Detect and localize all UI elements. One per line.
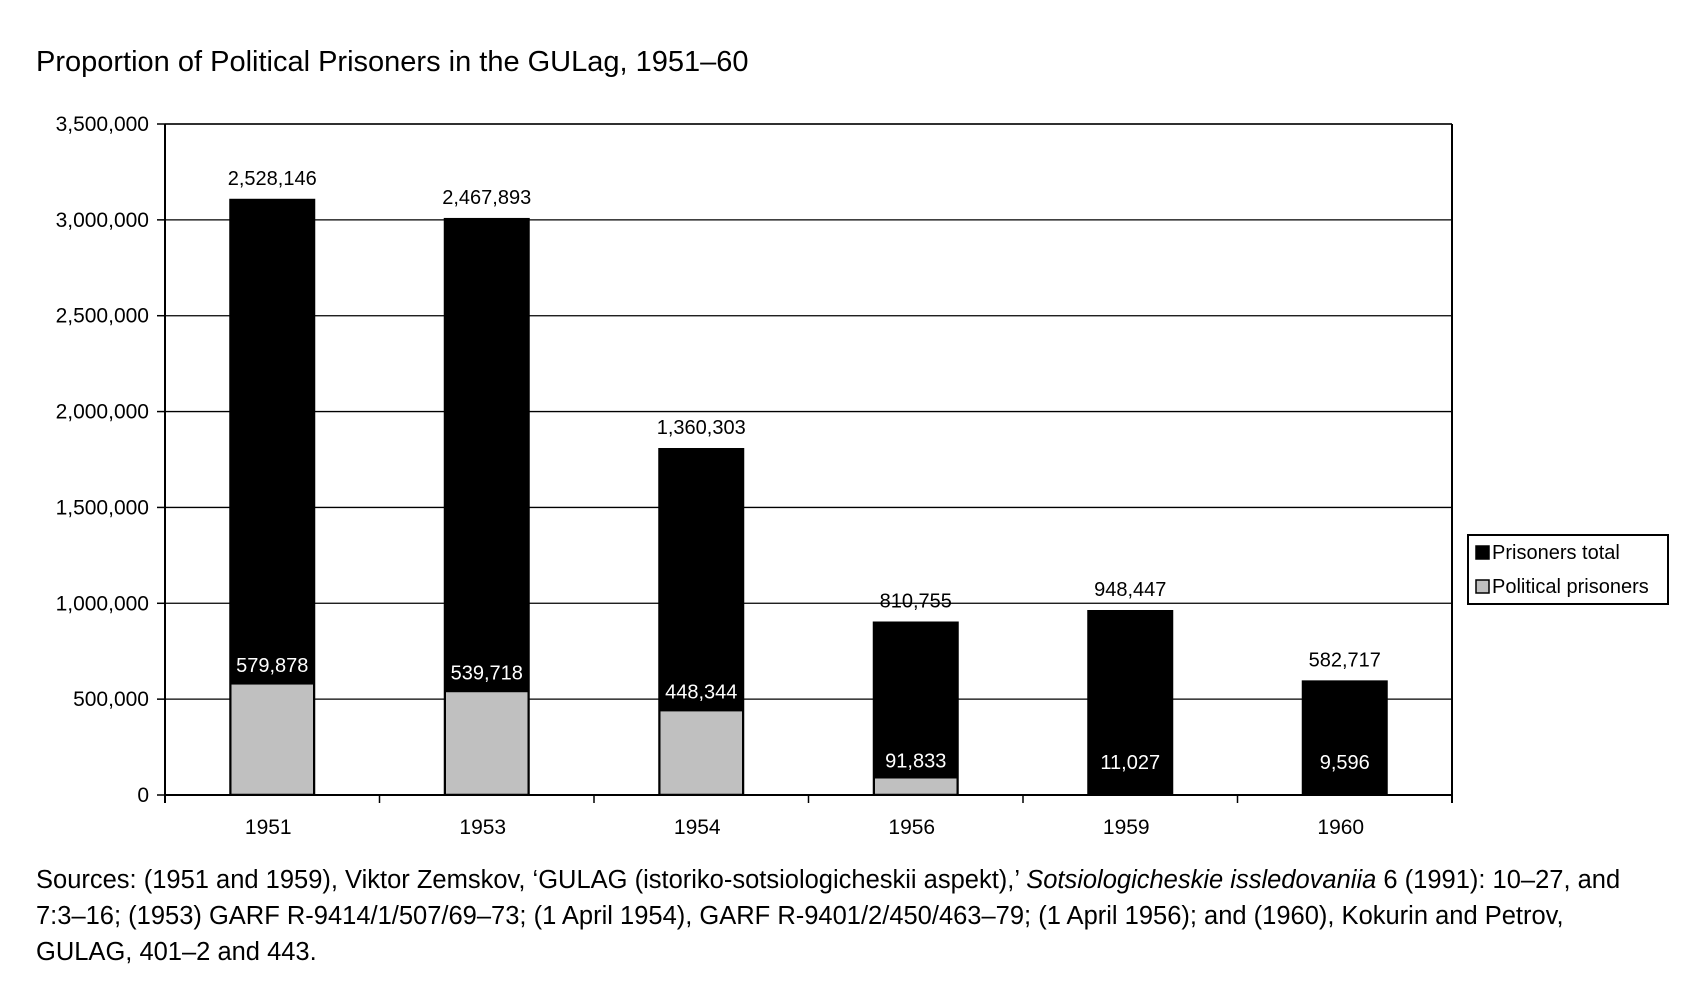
x-tick-label: 1953 [459,816,506,839]
x-tick-label: 1951 [245,816,292,839]
x-tick-label: 1956 [888,816,935,839]
value-label-total: 582,717 [1309,649,1381,671]
y-tick-label: 3,500,000 [56,113,149,136]
bar-political-prisoners [659,709,744,796]
bar-political-prisoners [444,690,529,796]
value-label-total: 2,467,893 [442,187,531,209]
legend-label-prisoners-total: Prisoners total [1492,542,1620,564]
value-label-total: 1,360,303 [657,417,746,439]
value-label-political: 448,344 [665,682,737,704]
y-tick-label: 1,500,000 [56,496,149,519]
x-tick-label: 1959 [1103,816,1150,839]
value-label-total: 2,528,146 [228,168,317,190]
value-labels: 2,528,146 579,878 2,467,893 539,718 1,360,30… [228,168,1381,774]
bar-prisoners-total [1301,680,1388,795]
bar-political-prisoners [873,776,958,796]
value-label-political: 11,027 [1100,752,1160,774]
value-label-total: 948,447 [1094,579,1166,601]
value-label-political: 539,718 [451,662,523,684]
bar-prisoners-total [1087,609,1174,795]
y-tick-label: 500,000 [73,688,149,711]
bar-chart: 1951 1953 1954 1956 1959 1960 0 500,000 1,000,00… [56,113,1669,839]
y-tick-label: 2,000,000 [56,401,149,424]
legend: Prisoners total Political prisoners [1467,534,1669,605]
bar-prisoners-total [872,621,959,795]
y-tick-label: 0 [137,784,149,807]
value-label-total: 810,755 [880,590,952,612]
gridlines [165,123,1452,700]
sources-note: Sources: (1951 and 1959), Viktor Zemskov… [36,862,1666,970]
value-label-political: 579,878 [236,655,308,677]
bars [229,198,1388,796]
value-label-political: 9,596 [1320,752,1370,774]
legend-swatch-political-prisoners [1475,579,1490,594]
y-tick-label: 1,000,000 [56,592,149,615]
legend-label-political-prisoners: Political prisoners [1492,576,1649,598]
sources-text-2: 6 (1991): 10–27, and 7:3–16; (1953) GARF… [36,866,1621,966]
sources-journal-title: Sotsiologicheskie issledovaniia [1026,866,1377,894]
legend-box [1467,534,1669,605]
value-label-political: 91,833 [885,751,946,773]
y-tick-label: 2,500,000 [56,305,149,328]
axes: 1951 1953 1954 1956 1959 1960 0 500,000 1,000,00… [56,113,1453,839]
bar-political-prisoners [230,683,315,796]
x-tick-label: 1954 [674,816,721,839]
x-tick-label: 1960 [1317,816,1364,839]
y-tick-label: 3,000,000 [56,209,149,232]
sources-text-1: Sources: (1951 and 1959), Viktor Zemskov… [36,866,1027,894]
legend-swatch-prisoners-total [1475,545,1490,560]
chart-title: Proportion of Political Prisoners in the… [36,46,749,78]
